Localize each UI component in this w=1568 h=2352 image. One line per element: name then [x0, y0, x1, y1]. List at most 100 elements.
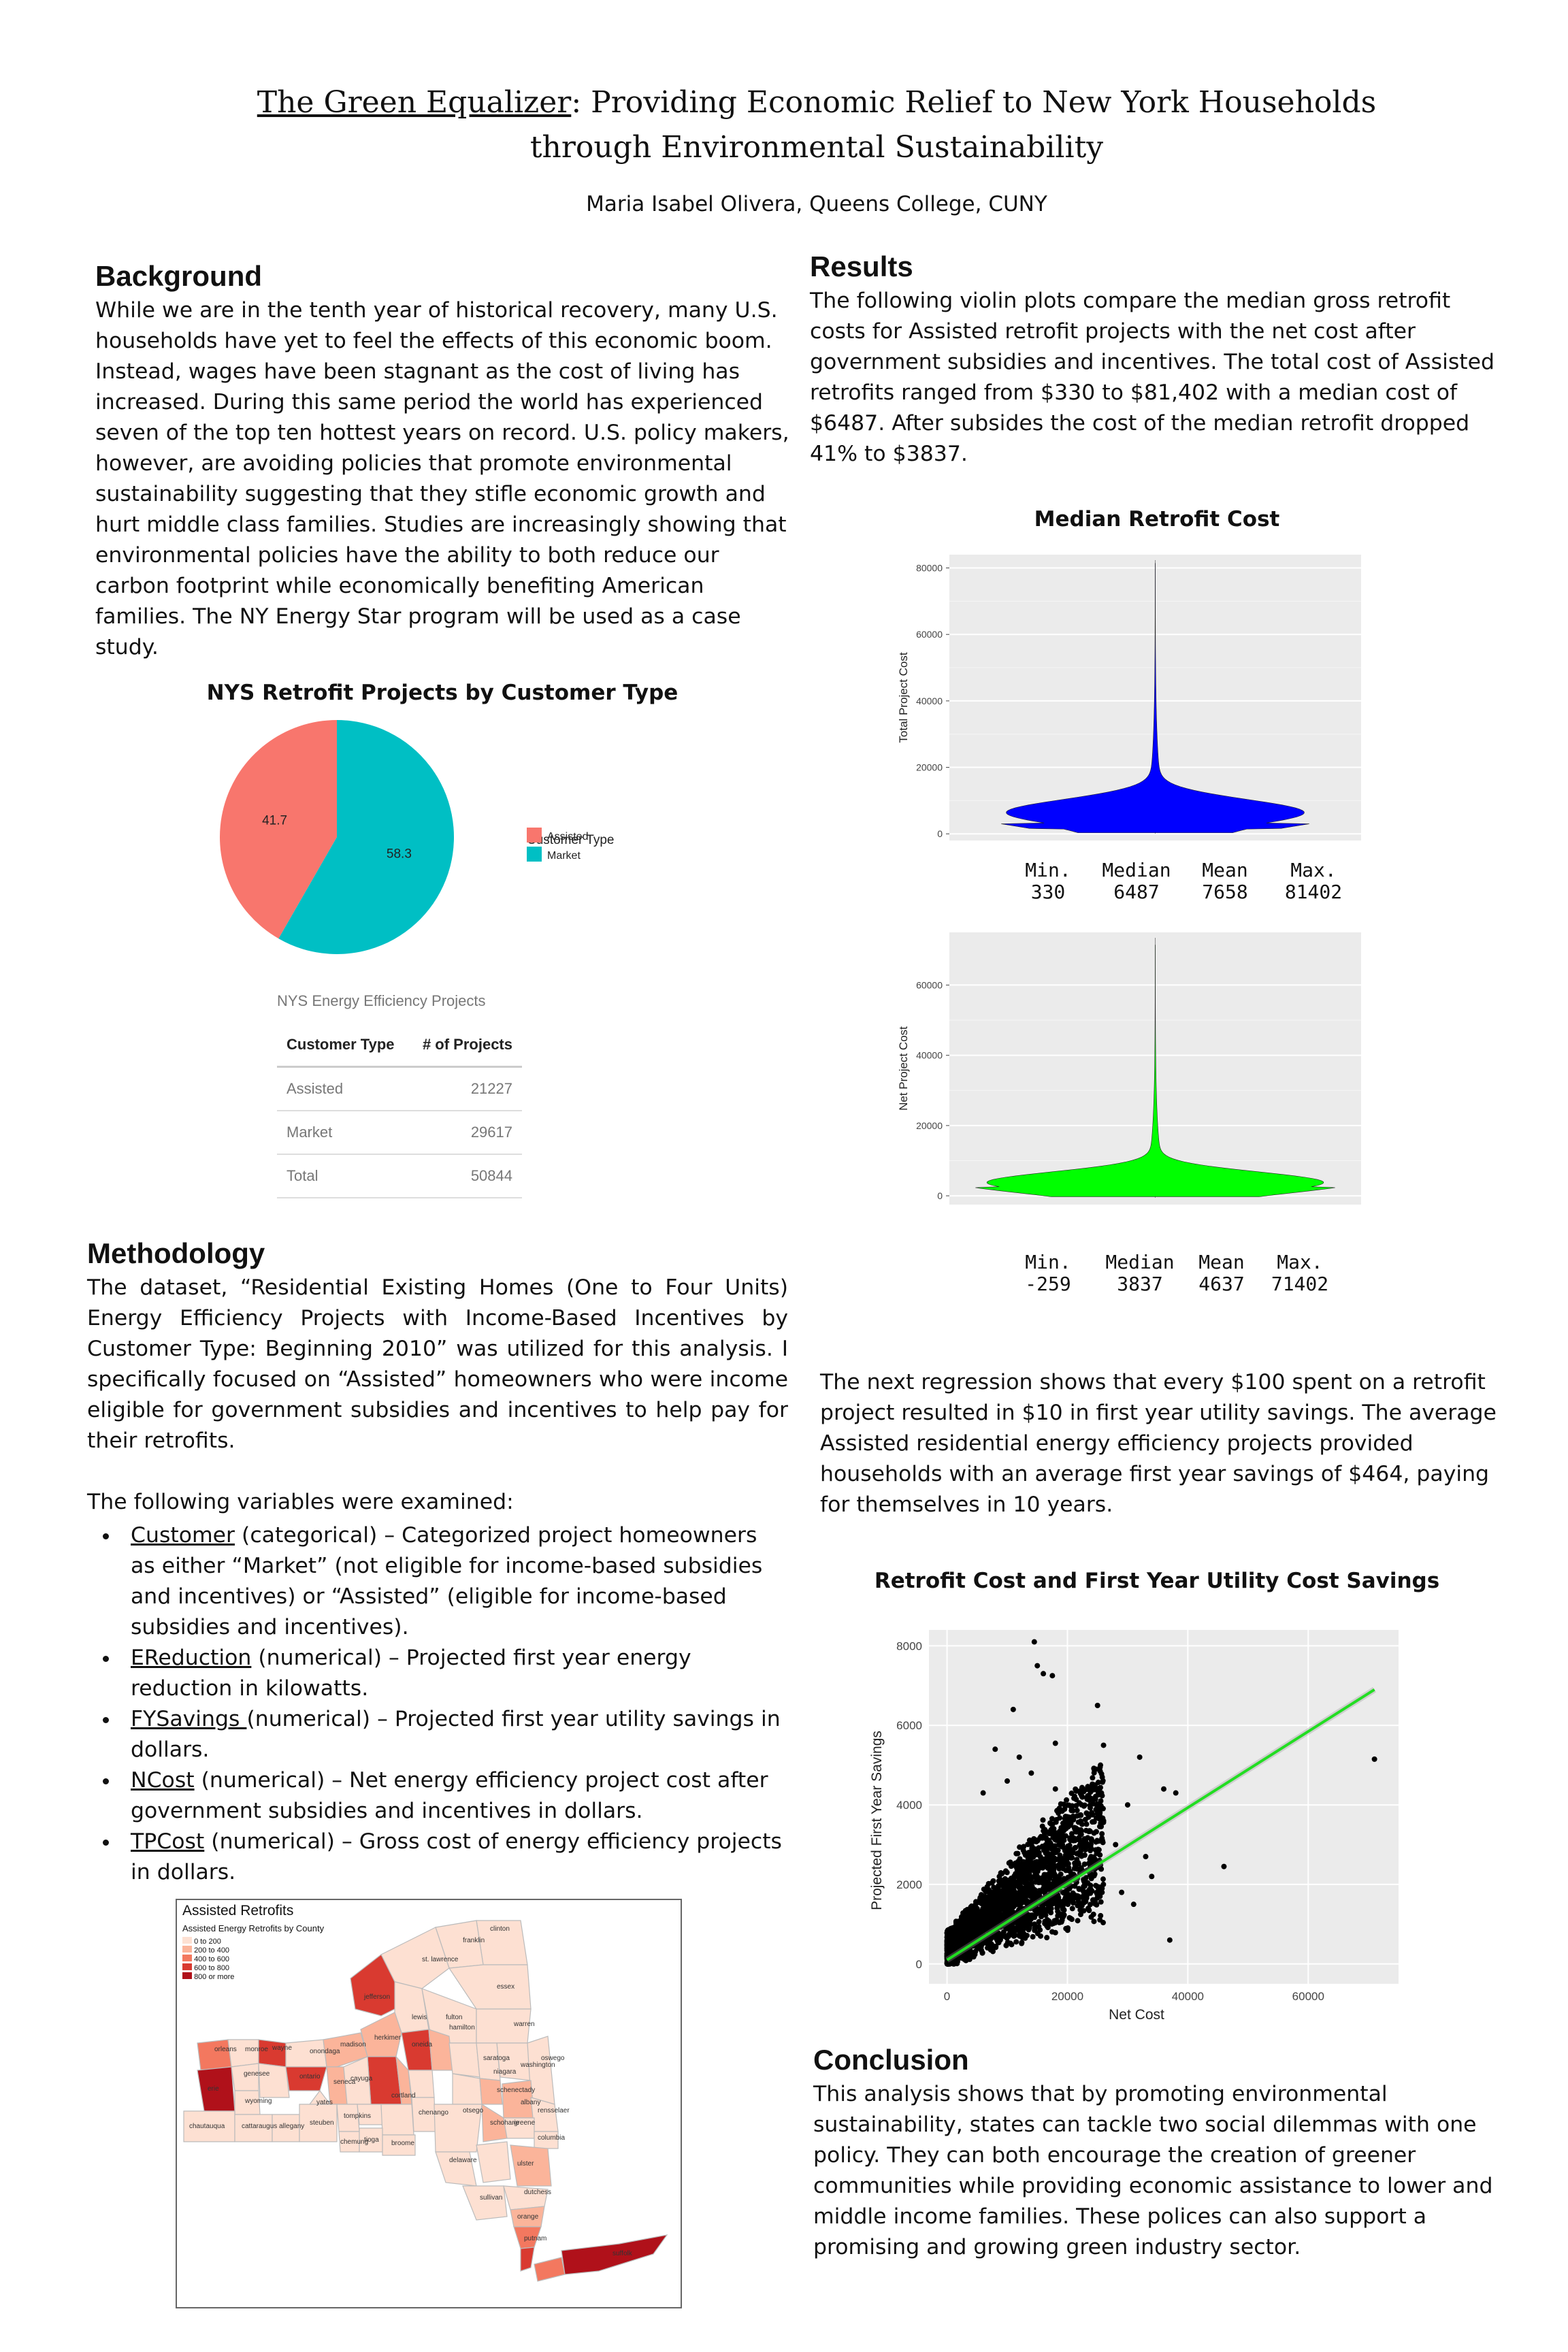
y-tick-label: 60000: [916, 979, 943, 990]
y-tick-label: 80000: [916, 563, 943, 574]
scatter-point: [1052, 1929, 1058, 1936]
stat-value: -259: [1025, 1273, 1071, 1295]
scatter-point: [1087, 1828, 1093, 1834]
scatter-point: [1052, 1848, 1058, 1855]
scatter-point: [1077, 1829, 1083, 1835]
title-rest: : Providing Economic Relief to New York …: [571, 85, 1377, 120]
row-type: Assisted: [277, 1066, 409, 1111]
county-label: onondaga: [310, 2048, 340, 2055]
scatter-point: [1087, 1856, 1093, 1862]
scatter-point: [964, 1921, 970, 1927]
scatter-point: [983, 1921, 989, 1927]
violin-total-stats: Min. Median Mean Max. 330 6487 7658 8140…: [994, 859, 1348, 913]
scatter-point: [958, 1924, 964, 1930]
county-shape: [382, 2134, 416, 2156]
scatter-point: [1068, 1893, 1074, 1899]
county-label: cortland: [391, 2092, 416, 2100]
county-shape: [510, 2144, 552, 2187]
scatter-point: [1033, 1866, 1039, 1872]
county-shape: [561, 2234, 668, 2275]
scatter-point: [1045, 1846, 1051, 1852]
scatter-point: [1011, 1899, 1017, 1906]
scatter-point: [1007, 1940, 1013, 1946]
list-item: FYSavings (numerical) – Projected first …: [120, 1704, 788, 1765]
county-label: chautauqua: [189, 2123, 225, 2130]
list-item: Customer (categorical) – Categorized pro…: [120, 1520, 788, 1643]
county-label: albany: [521, 2099, 540, 2106]
scatter-point: [1076, 1800, 1082, 1806]
x-tick-label: 60000: [1292, 1990, 1324, 2003]
scatter-point: [1075, 1918, 1081, 1924]
scatter-point: [1040, 1817, 1046, 1823]
scatter-point: [1371, 1756, 1377, 1762]
scatter-point: [1046, 1851, 1052, 1857]
scatter-point: [1095, 1792, 1101, 1798]
scatter-point: [1037, 1927, 1043, 1933]
scatter-point: [999, 1882, 1005, 1888]
scatter-point: [1024, 1912, 1030, 1918]
scatter-point: [1113, 1842, 1119, 1848]
scatter-point: [990, 1878, 996, 1884]
scatter-point: [1083, 1895, 1090, 1901]
scatter-point: [999, 1871, 1005, 1877]
scatter-point: [1090, 1775, 1096, 1781]
scatter-point: [1086, 1886, 1092, 1893]
scatter-point: [1100, 1876, 1106, 1882]
scatter-point: [980, 1790, 986, 1796]
scatter-point: [1094, 1801, 1100, 1807]
county-label: sullivan: [480, 2194, 502, 2202]
scatter-point: [996, 1940, 1002, 1946]
scatter-point: [960, 1954, 966, 1960]
scatter-point: [1130, 1901, 1137, 1908]
variable-name: EReduction: [131, 1646, 252, 1670]
county-shape: [476, 2141, 511, 2183]
scatter-point: [1003, 1942, 1009, 1948]
scatter-point: [1029, 1844, 1035, 1850]
regression-section: The next regression shows that every $10…: [820, 1365, 1514, 1520]
methodology-section: Methodology The dataset, “Residential Ex…: [87, 1237, 788, 1888]
county-label: monroe: [245, 2046, 268, 2053]
scatter-point: [944, 1940, 950, 1946]
county-map-frame: Assisted Retrofits Assisted Energy Retro…: [176, 1899, 682, 2308]
stat-value: 6487: [1113, 881, 1160, 903]
background-section: Background While we are in the tenth yea…: [95, 260, 789, 663]
scatter-point: [1092, 1856, 1098, 1862]
scatter-point: [1089, 1810, 1095, 1816]
scatter-point: [996, 1889, 1002, 1895]
county-label: saratoga: [483, 2055, 510, 2062]
scatter-point: [1024, 1875, 1030, 1881]
scatter-point: [1096, 1823, 1102, 1829]
scatter-point: [1031, 1639, 1037, 1645]
scatter-point: [973, 1943, 979, 1949]
pie-chart-title: NYS Retrofit Projects by Customer Type: [206, 681, 679, 705]
scatter-point: [1042, 1878, 1048, 1884]
scatter-point: [1097, 1768, 1103, 1774]
scatter-point: [1077, 1907, 1083, 1913]
scatter-point: [1060, 1825, 1066, 1831]
scatter-point: [1100, 1818, 1107, 1824]
county-label: st. lawrence: [422, 1956, 459, 1963]
scatter-point: [1068, 1808, 1075, 1814]
scatter-point: [1093, 1839, 1099, 1845]
x-axis-label: Net Cost: [1109, 2007, 1164, 2023]
table-row: Assisted 21227: [277, 1066, 522, 1111]
scatter-point: [1083, 1827, 1089, 1833]
x-tick-label: 20000: [1051, 1990, 1083, 2003]
scatter-point: [1010, 1706, 1016, 1712]
violin-title: Median Retrofit Cost: [1034, 507, 1280, 532]
scatter-point: [1098, 1899, 1104, 1905]
legend-label: 800 or more: [194, 1973, 235, 1981]
variable-name: FYSavings: [131, 1707, 247, 1731]
scatter-point: [978, 1910, 984, 1916]
county-label: allegany: [279, 2123, 304, 2130]
y-axis-label: Projected First Year Savings: [869, 1731, 885, 1910]
legend-label: 400 to 600: [194, 1955, 230, 1963]
scatter-point: [1092, 1796, 1098, 1802]
scatter-point: [1059, 1829, 1065, 1835]
county-label: rensselaer: [538, 2107, 570, 2114]
scatter-point: [1090, 1911, 1096, 1917]
scatter-point: [1048, 1827, 1054, 1833]
scatter-point: [1100, 1742, 1107, 1748]
scatter-point: [1093, 1829, 1099, 1835]
scatter-point: [1053, 1819, 1059, 1825]
